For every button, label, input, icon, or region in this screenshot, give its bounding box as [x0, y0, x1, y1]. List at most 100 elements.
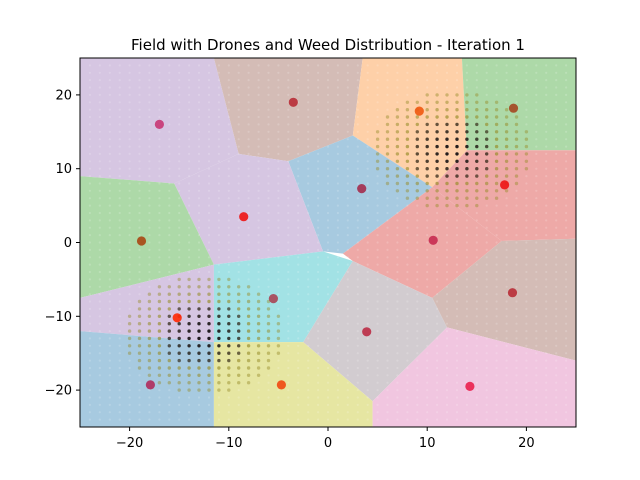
field-sample-dot — [326, 337, 330, 340]
field-sample-dot — [326, 359, 330, 362]
field-sample-dot — [277, 374, 280, 377]
field-sample-dot — [416, 219, 419, 222]
weed-dot — [455, 122, 459, 127]
field-sample-dot — [168, 248, 171, 251]
field-sample-dot — [138, 389, 141, 392]
field-sample-dot — [346, 270, 349, 274]
field-sample-dot — [158, 389, 161, 392]
field-sample-dot — [118, 337, 121, 340]
field-sample-dot — [565, 123, 568, 126]
field-sample-dot — [317, 389, 320, 392]
field-sample-dot — [108, 411, 111, 414]
field-sample-dot — [346, 71, 349, 74]
field-sample-dot — [535, 278, 538, 281]
drone-point-5 — [357, 184, 367, 194]
field-sample-dot — [336, 226, 339, 229]
field-sample-dot — [148, 204, 151, 207]
field-sample-dot — [436, 300, 439, 303]
field-sample-dot — [326, 145, 330, 148]
field-sample-dot — [406, 270, 409, 274]
field-sample-dot — [495, 396, 498, 399]
field-sample-dot — [326, 152, 330, 155]
field-sample-dot — [237, 396, 240, 399]
field-sample-dot — [525, 418, 528, 421]
field-sample-dot — [545, 248, 548, 251]
field-sample-dot — [317, 293, 320, 296]
field-sample-dot — [217, 86, 220, 89]
field-sample-dot — [396, 226, 399, 229]
field-sample-dot — [158, 79, 161, 82]
field-sample-dot — [297, 366, 300, 370]
field-sample-dot — [346, 285, 349, 288]
field-sample-dot — [118, 130, 121, 133]
field-sample-dot — [118, 256, 121, 259]
field-sample-dot — [148, 211, 151, 215]
field-sample-dot — [525, 293, 528, 296]
field-sample-dot — [178, 130, 181, 133]
field-sample-dot — [326, 108, 330, 111]
field-sample-dot — [445, 79, 449, 82]
field-sample-dot — [346, 219, 349, 222]
field-sample-dot — [178, 64, 181, 67]
field-sample-dot — [346, 226, 349, 229]
field-sample-dot — [297, 300, 300, 303]
field-sample-dot — [188, 64, 191, 67]
field-sample-dot — [356, 86, 359, 89]
field-sample-dot — [535, 374, 538, 377]
field-sample-dot — [426, 248, 429, 251]
field-sample-dot — [88, 359, 91, 362]
field-sample-dot — [416, 93, 419, 96]
field-sample-dot — [108, 285, 111, 288]
field-sample-dot — [495, 307, 498, 310]
field-sample-dot — [356, 322, 359, 325]
field-sample-dot — [406, 330, 409, 333]
field-sample-dot — [346, 418, 349, 421]
field-sample-dot — [188, 101, 191, 104]
field-sample-dot — [565, 352, 568, 355]
field-sample-dot — [326, 293, 330, 296]
field-sample-dot — [326, 64, 330, 67]
field-sample-dot — [485, 418, 488, 421]
field-sample-dot — [237, 123, 240, 126]
field-sample-dot — [535, 307, 538, 310]
field-sample-dot — [356, 330, 359, 333]
weed-dot — [167, 381, 171, 385]
weed-dot — [147, 366, 152, 370]
field-sample-dot — [565, 160, 568, 163]
field-sample-dot — [197, 86, 201, 89]
field-sample-dot — [465, 300, 468, 303]
field-sample-dot — [178, 189, 181, 192]
field-sample-dot — [376, 211, 379, 215]
field-sample-dot — [118, 211, 121, 215]
field-sample-dot — [326, 381, 330, 384]
field-sample-dot — [396, 278, 399, 281]
field-sample-dot — [515, 211, 518, 215]
field-sample-dot — [108, 160, 111, 163]
field-sample-dot — [555, 300, 558, 303]
field-sample-dot — [257, 270, 260, 274]
field-sample-dot — [98, 138, 101, 141]
field-sample-dot — [396, 71, 399, 74]
field-sample-dot — [158, 270, 161, 274]
field-sample-dot — [545, 396, 548, 399]
field-sample-dot — [108, 396, 111, 399]
field-sample-dot — [98, 226, 101, 229]
weed-dot — [157, 292, 162, 296]
field-sample-dot — [98, 352, 101, 355]
field-sample-dot — [495, 241, 498, 244]
weed-dot — [504, 144, 509, 149]
weed-dot — [227, 381, 231, 385]
field-sample-dot — [356, 403, 359, 406]
weed-dot — [227, 322, 231, 326]
field-sample-dot — [396, 234, 399, 237]
field-sample-dot — [376, 374, 379, 377]
field-sample-dot — [197, 263, 201, 266]
field-sample-dot — [247, 248, 250, 251]
weed-dot — [246, 358, 251, 363]
weed-dot — [405, 152, 410, 156]
field-sample-dot — [376, 322, 379, 325]
field-sample-dot — [326, 366, 330, 370]
field-sample-dot — [207, 152, 211, 155]
field-sample-dot — [436, 396, 439, 399]
field-sample-dot — [197, 115, 201, 119]
